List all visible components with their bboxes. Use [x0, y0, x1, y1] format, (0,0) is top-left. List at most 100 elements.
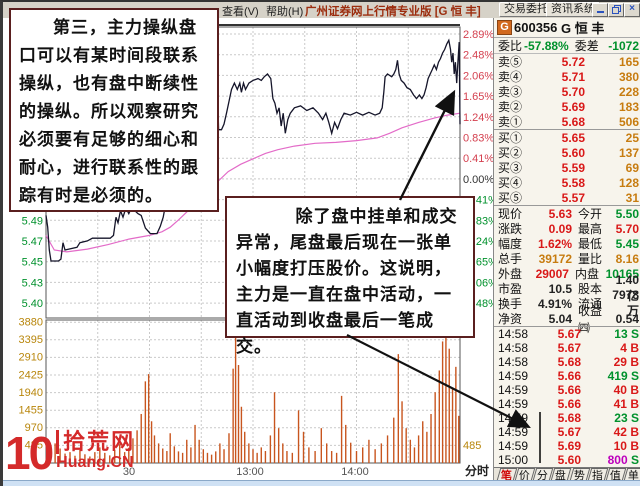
- info-label: 换手: [498, 297, 523, 311]
- info-label: 最高: [578, 222, 603, 236]
- info-value: 5.70: [615, 221, 639, 236]
- status-strip: [3, 480, 640, 486]
- tick-volume: 800 S: [607, 453, 639, 467]
- info-label: 最低: [578, 237, 603, 251]
- tick-volume: 41 B: [613, 397, 639, 411]
- info-value: 1.62%: [537, 236, 572, 251]
- time-axis-label: 30: [123, 466, 135, 478]
- ask-price: 5.68: [561, 114, 585, 129]
- info-value: 7978万: [612, 288, 639, 318]
- info-row: 市盈 10.5 股本 1.40亿: [494, 273, 640, 303]
- weibi-value: -57.88%: [524, 38, 569, 53]
- stock-g-icon: G: [497, 20, 512, 35]
- ask-label: 卖②: [498, 100, 523, 114]
- info-value: 39172: [538, 251, 572, 266]
- tick-row: 14:59 5.68 23 S: [494, 411, 640, 425]
- tick-volume: 40 B: [613, 383, 639, 397]
- tick-volume: 10 B: [613, 439, 639, 453]
- menu-view[interactable]: 查看(V): [222, 6, 259, 18]
- tick-price: 5.66: [557, 369, 581, 383]
- info-label: 总手: [498, 252, 523, 266]
- tick-time: 14:59: [498, 439, 529, 453]
- info-row: 涨跌 0.09 最高 5.70: [494, 221, 640, 237]
- restore-button[interactable]: [608, 3, 624, 17]
- tick-trade-list: 14:58 5.67 13 S 14:58 5.67 4 B 14:58 5.68 29 B 14…: [494, 326, 640, 467]
- pct-axis-label: 2.89%: [463, 29, 493, 41]
- ask-volume: 183: [618, 99, 639, 114]
- volume-axis-label: 1940: [19, 387, 43, 399]
- info-value: 5.04: [548, 311, 572, 326]
- ask-label: 卖④: [498, 70, 523, 84]
- info-label: 市盈: [498, 282, 523, 296]
- ask-label: 卖⑤: [498, 55, 523, 69]
- ask-row: 卖⑤ 5.72 165: [494, 54, 640, 70]
- weicha-value: -1072: [608, 38, 639, 53]
- info-value: 5.50: [615, 206, 639, 221]
- info-value: 0.54: [615, 311, 639, 326]
- info-row: 外盘 29007 内盘 10165: [494, 266, 640, 282]
- volume-axis-label: 970: [25, 422, 43, 434]
- info-label: 涨跌: [498, 222, 523, 236]
- close-button[interactable]: ×: [624, 3, 640, 17]
- price-axis-label: 5.40: [22, 298, 43, 310]
- bid-volume: 25: [625, 130, 639, 145]
- tick-volume: 4 B: [620, 341, 639, 355]
- bid-label: 买②: [498, 146, 523, 160]
- weicha-label: 委差: [574, 39, 599, 53]
- ask-label: 卖③: [498, 85, 523, 99]
- average-price-line: [45, 112, 461, 253]
- bid-label: 买④: [498, 176, 523, 190]
- tick-volume: 42 B: [613, 425, 639, 439]
- info-label: 股本: [578, 282, 603, 296]
- tick-row: 14:59 5.66 40 B: [494, 383, 640, 397]
- minimize-button[interactable]: [592, 3, 608, 17]
- tick-volume: 13 S: [614, 327, 639, 341]
- menu-help[interactable]: 帮助(H): [266, 6, 304, 18]
- pct-axis-label: 1.65%: [463, 91, 493, 103]
- pane-mode-label: 分时: [465, 463, 489, 478]
- time-axis-label: 14:00: [341, 466, 369, 478]
- pct-axis-label: 0.41%: [463, 153, 493, 165]
- info-row: 换手 4.91% 流通 7978万: [494, 288, 640, 318]
- volume-axis-label: 3880: [19, 317, 43, 329]
- volume-axis-label: 2425: [19, 369, 43, 381]
- price-axis-label: 5.49: [22, 215, 43, 227]
- tick-volume: 23 S: [614, 411, 639, 425]
- tick-row: 14:58 5.68 29 B: [494, 355, 640, 369]
- tick-time: 14:58: [498, 341, 529, 355]
- tick-price: 5.67: [557, 327, 581, 341]
- info-label: 流通: [578, 297, 603, 311]
- bid-row: 买② 5.60 137: [494, 145, 640, 161]
- weibi-row: 委比 -57.88% 委差 -1072: [494, 38, 640, 54]
- tick-price: 5.67: [557, 341, 581, 355]
- quote-panel: G 600356 G 恒 丰 委比 -57.88% 委差 -1072 卖⑤ 5.7…: [493, 18, 640, 484]
- info-label: 外盘: [498, 267, 523, 281]
- tick-time: 14:59: [498, 369, 529, 383]
- info-label: 今开: [578, 207, 603, 221]
- info-value: 1.40亿: [615, 273, 639, 303]
- bid-volume: 137: [618, 145, 639, 160]
- time-axis-label: 13:00: [236, 466, 264, 478]
- tick-time: 14:59: [498, 397, 529, 411]
- ask-row: 卖① 5.68 506: [494, 114, 640, 130]
- bid-label: 买③: [498, 161, 523, 175]
- tick-price: 5.60: [557, 453, 581, 467]
- pct-axis-label: 0.83%: [463, 133, 493, 145]
- bid-label: 买①: [498, 131, 523, 145]
- ask-volume: 380: [618, 69, 639, 84]
- ask-label: 卖①: [498, 115, 523, 129]
- bid-volume: 128: [618, 175, 639, 190]
- tick-row: 14:59 5.67 42 B: [494, 425, 640, 439]
- info-label: 量比: [578, 252, 603, 266]
- trade-entrust-button[interactable]: 交易委托: [499, 2, 553, 17]
- tick-row: 14:58 5.67 13 S: [494, 327, 640, 341]
- tick-row: 14:59 5.69 10 B: [494, 439, 640, 453]
- bid-label: 买⑤: [498, 191, 523, 205]
- info-value: 5.63: [548, 206, 572, 221]
- ask-price: 5.71: [561, 69, 585, 84]
- pct-axis-label: 2.48%: [463, 50, 493, 62]
- info-label: 现价: [498, 207, 523, 221]
- pct-axis-label: 2.06%: [463, 70, 493, 82]
- window-title: 广州证券网上行情专业版 [G 恒 丰]: [305, 6, 481, 18]
